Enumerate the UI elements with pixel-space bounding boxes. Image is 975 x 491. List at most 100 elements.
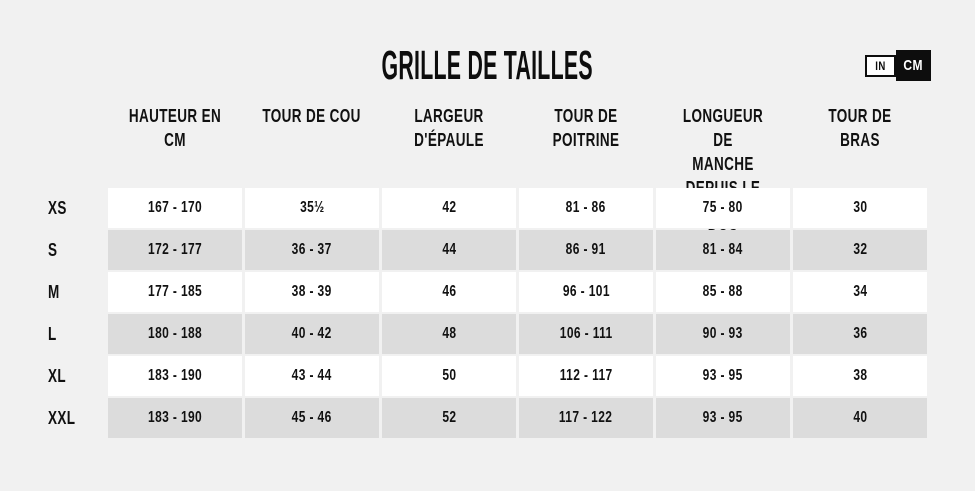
value-cell: 36	[793, 314, 927, 354]
value-text: 48	[441, 325, 457, 342]
value-text: 183 - 190	[147, 409, 203, 426]
value-text: 36 - 37	[292, 241, 332, 258]
value-cell: 167 - 170	[108, 188, 242, 228]
value-text: 93 - 95	[703, 367, 743, 384]
table-row-xs: XS 167 - 170 35½ 42 81 - 86 75 - 80 30	[30, 188, 927, 228]
unit-in-button[interactable]: IN	[865, 54, 896, 77]
value-cell: 38	[793, 356, 927, 396]
size-label-text: XL	[48, 365, 67, 386]
value-cell: 183 - 190	[108, 398, 242, 438]
value-text: 81 - 84	[703, 241, 743, 258]
value-cell: 85 - 88	[656, 272, 790, 312]
value-cell: 34	[793, 272, 927, 312]
value-cell: 40 - 42	[245, 314, 379, 354]
value-cell: 172 - 177	[108, 230, 242, 270]
size-table: XS 167 - 170 35½ 42 81 - 86 75 - 80 30 S…	[30, 188, 927, 440]
value-cell: 45 - 46	[245, 398, 379, 438]
value-cell: 180 - 188	[108, 314, 242, 354]
value-cell: 81 - 84	[656, 230, 790, 270]
value-text: 40 - 42	[292, 325, 332, 342]
table-row-l: L 180 - 188 40 - 42 48 106 - 111 90 - 93…	[30, 314, 927, 354]
value-cell: 43 - 44	[245, 356, 379, 396]
unit-toggle: IN CM	[865, 50, 931, 81]
value-cell: 48	[382, 314, 516, 354]
table-row-m: M 177 - 185 38 - 39 46 96 - 101 85 - 88 …	[30, 272, 927, 312]
column-header-epaule: LARGEUR D'ÉPAULE	[382, 104, 516, 250]
value-cell: 35½	[245, 188, 379, 228]
value-cell: 90 - 93	[656, 314, 790, 354]
size-label: XL	[30, 356, 105, 396]
column-header-cou: TOUR DE COU	[245, 104, 379, 250]
value-text: 32	[852, 241, 868, 258]
column-header-hauteur: HAUTEUR EN CM	[108, 104, 242, 250]
column-header-label: HAUTEUR EN CM	[128, 106, 222, 150]
size-label: L	[30, 314, 105, 354]
value-cell: 52	[382, 398, 516, 438]
value-cell: 38 - 39	[245, 272, 379, 312]
value-cell: 81 - 86	[519, 188, 653, 228]
value-cell: 86 - 91	[519, 230, 653, 270]
value-text: 50	[441, 367, 457, 384]
value-text: 38	[852, 367, 868, 384]
value-cell: 36 - 37	[245, 230, 379, 270]
value-cell: 46	[382, 272, 516, 312]
value-cell: 106 - 111	[519, 314, 653, 354]
value-cell: 75 - 80	[656, 188, 790, 228]
size-label-text: XXL	[48, 407, 76, 428]
value-text: 36	[852, 325, 868, 342]
value-text: 167 - 170	[147, 199, 203, 216]
size-label: M	[30, 272, 105, 312]
value-text: 81 - 86	[566, 199, 606, 216]
value-text: 75 - 80	[703, 199, 743, 216]
column-header-bras: TOUR DE BRAS	[793, 104, 927, 250]
value-text: 96 - 101	[562, 283, 610, 300]
unit-cm-label: CM	[903, 57, 924, 74]
page-title-text: GRILLE DE TAILLES	[381, 42, 594, 88]
table-row-xxl: XXL 183 - 190 45 - 46 52 117 - 122 93 - …	[30, 398, 927, 438]
value-text: 30	[852, 199, 868, 216]
value-text: 177 - 185	[147, 283, 203, 300]
value-text: 35½	[299, 199, 325, 216]
value-cell: 32	[793, 230, 927, 270]
table-row-xl: XL 183 - 190 43 - 44 50 112 - 117 93 - 9…	[30, 356, 927, 396]
size-label-text: XS	[48, 197, 67, 218]
size-label-text: L	[48, 323, 57, 344]
column-header-poitrine: TOUR DE POITRINE	[519, 104, 653, 250]
value-text: 52	[441, 409, 457, 426]
size-label: S	[30, 230, 105, 270]
value-text: 42	[441, 199, 457, 216]
value-text: 34	[852, 283, 868, 300]
column-header-label: TOUR DE BRAS	[828, 106, 892, 150]
value-cell: 177 - 185	[108, 272, 242, 312]
column-header-label: LARGEUR D'ÉPAULE	[414, 106, 484, 150]
value-text: 112 - 117	[559, 367, 613, 384]
value-text: 117 - 122	[559, 409, 613, 426]
value-text: 44	[441, 241, 457, 258]
value-cell: 117 - 122	[519, 398, 653, 438]
size-label-text: S	[48, 239, 58, 260]
value-text: 93 - 95	[703, 409, 743, 426]
value-text: 40	[852, 409, 868, 426]
value-text: 183 - 190	[147, 367, 203, 384]
value-text: 38 - 39	[292, 283, 332, 300]
table-row-s: S 172 - 177 36 - 37 44 86 - 91 81 - 84 3…	[30, 230, 927, 270]
value-text: 45 - 46	[292, 409, 332, 426]
unit-cm-button[interactable]: CM	[896, 50, 931, 81]
value-cell: 42	[382, 188, 516, 228]
unit-in-label: IN	[875, 58, 886, 73]
column-header-label: TOUR DE POITRINE	[552, 106, 620, 150]
column-header-label: TOUR DE COU	[262, 106, 362, 126]
value-cell: 40	[793, 398, 927, 438]
value-cell: 93 - 95	[656, 356, 790, 396]
value-text: 85 - 88	[703, 283, 743, 300]
value-cell: 183 - 190	[108, 356, 242, 396]
value-cell: 96 - 101	[519, 272, 653, 312]
value-cell: 44	[382, 230, 516, 270]
size-label: XS	[30, 188, 105, 228]
value-text: 180 - 188	[147, 325, 203, 342]
value-text: 43 - 44	[292, 367, 332, 384]
value-cell: 50	[382, 356, 516, 396]
size-label-text: M	[48, 281, 60, 302]
page-title: GRILLE DE TAILLES	[0, 44, 975, 96]
size-label: XXL	[30, 398, 105, 438]
